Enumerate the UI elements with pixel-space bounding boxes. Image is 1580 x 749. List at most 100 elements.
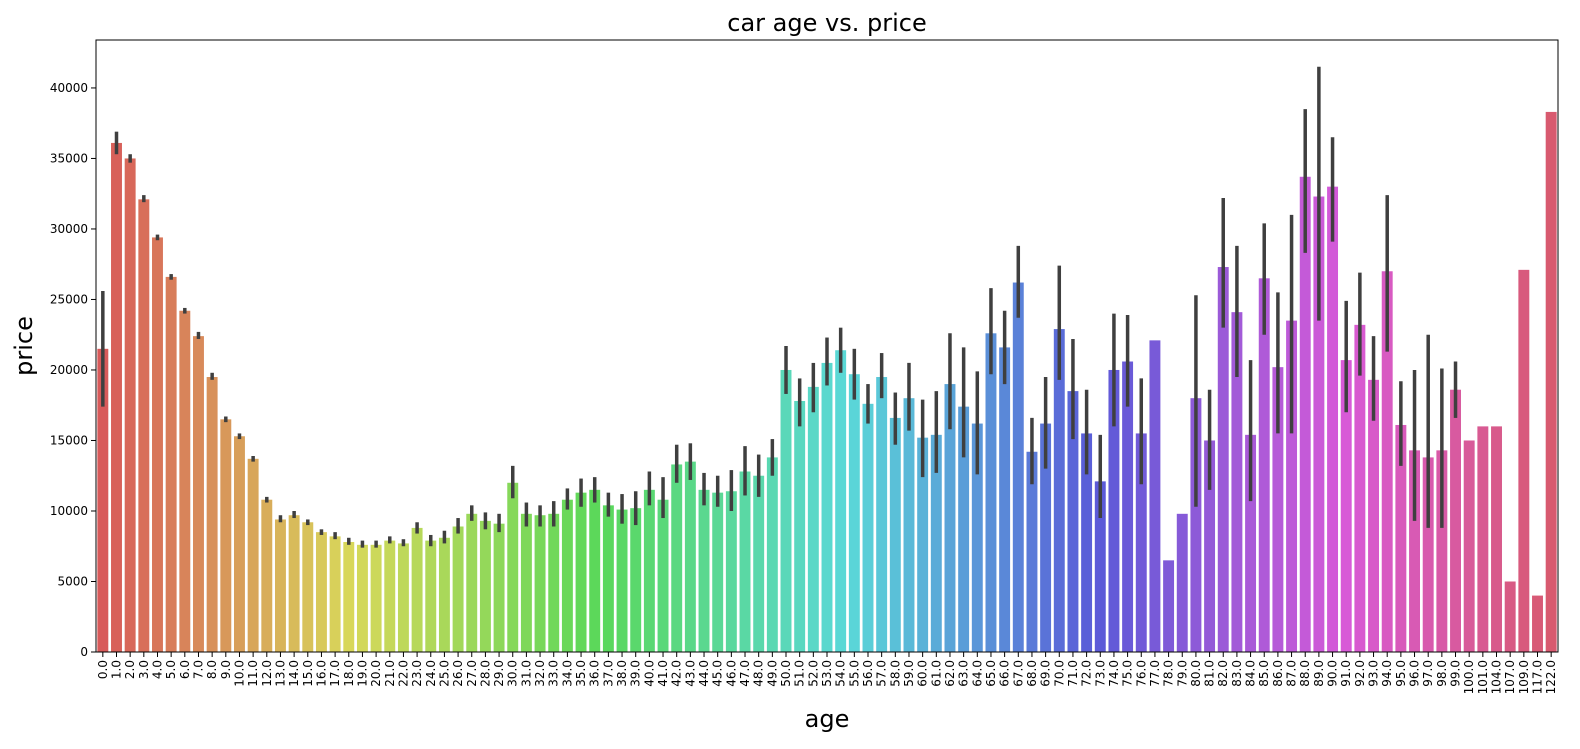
x-tick-label: 22.0	[396, 660, 410, 687]
x-tick-label: 17.0	[328, 660, 342, 687]
bar-36.0	[589, 489, 601, 652]
bar-38.0	[616, 509, 628, 652]
x-tick-label: 104.0	[1490, 660, 1504, 694]
bar-107.0	[1504, 581, 1516, 652]
x-tick-label: 35.0	[574, 660, 588, 687]
bar-76.0	[1135, 433, 1147, 652]
x-tick-label: 74.0	[1107, 660, 1121, 687]
bar-47.0	[739, 471, 751, 652]
x-tick-label: 64.0	[970, 660, 984, 687]
x-tick-label: 92.0	[1353, 660, 1367, 687]
x-tick-label: 26.0	[451, 660, 465, 687]
bar-7.0	[193, 336, 204, 652]
bar-75.0	[1122, 361, 1134, 652]
x-tick-label: 73.0	[1093, 660, 1107, 687]
bar-72.0	[1081, 433, 1093, 652]
bar-78.0	[1163, 560, 1175, 652]
x-tick-label: 78.0	[1162, 660, 1176, 687]
bar-100.0	[1463, 440, 1475, 652]
bar-31.0	[520, 513, 532, 652]
bar-42.0	[671, 464, 683, 652]
x-tick-label: 21.0	[383, 660, 397, 687]
bar-104.0	[1491, 426, 1502, 652]
x-tick-label: 1.0	[110, 660, 124, 679]
bar-88.0	[1299, 176, 1311, 652]
x-tick-label: 20.0	[369, 660, 383, 687]
bar-56.0	[862, 403, 874, 652]
bar-61.0	[930, 434, 942, 652]
x-tick-label: 12.0	[260, 660, 274, 687]
bar-9.0	[220, 419, 232, 652]
bar-98.0	[1436, 450, 1448, 652]
x-tick-label: 38.0	[615, 660, 629, 687]
x-tick-label: 68.0	[1025, 660, 1039, 687]
y-axis-title: price	[10, 316, 38, 376]
x-tick-label: 62.0	[943, 660, 957, 687]
x-tick-label: 28.0	[478, 660, 492, 687]
bar-11.0	[247, 458, 259, 652]
x-tick-label: 18.0	[342, 660, 356, 687]
bar-46.0	[725, 491, 737, 652]
bar-18.0	[343, 542, 355, 652]
bar-87.0	[1286, 320, 1298, 652]
bar-34.0	[561, 499, 573, 652]
x-tick-label: 76.0	[1134, 660, 1148, 687]
bar-94.0	[1381, 271, 1393, 652]
bar-89.0	[1313, 196, 1325, 652]
x-tick-label: 47.0	[738, 660, 752, 687]
bar-27.0	[466, 513, 478, 652]
x-tick-label: 46.0	[724, 660, 738, 687]
x-tick-label: 66.0	[998, 660, 1012, 687]
bar-90.0	[1327, 186, 1339, 652]
bar-16.0	[315, 532, 327, 652]
bar-21.0	[384, 540, 396, 652]
bar-66.0	[999, 347, 1011, 652]
bar-32.0	[534, 515, 546, 652]
x-tick-label: 122.0	[1544, 660, 1558, 694]
x-tick-label: 109.0	[1517, 660, 1531, 694]
x-tick-label: 65.0	[984, 660, 998, 687]
x-tick-label: 45.0	[711, 660, 725, 687]
x-tick-label: 60.0	[916, 660, 930, 687]
bar-4.0	[152, 237, 163, 653]
x-tick-label: 16.0	[314, 660, 328, 687]
x-tick-label: 14.0	[287, 660, 301, 687]
bar-2.0	[124, 158, 136, 652]
bar-24.0	[425, 540, 437, 652]
x-tick-label: 19.0	[355, 660, 369, 687]
x-tick-label: 33.0	[547, 660, 561, 687]
x-tick-label: 4.0	[150, 660, 164, 679]
bar-101.0	[1477, 426, 1489, 652]
bar-40.0	[643, 489, 655, 652]
bar-122.0	[1545, 111, 1557, 653]
bar-39.0	[630, 508, 642, 652]
bar-59.0	[903, 398, 915, 652]
y-tick-label: 35000	[50, 151, 88, 165]
x-tick-label: 90.0	[1326, 660, 1340, 687]
x-axis-title: age	[805, 705, 850, 733]
bar-29.0	[493, 523, 505, 652]
x-tick-label: 40.0	[642, 660, 656, 687]
x-tick-label: 13.0	[273, 660, 287, 687]
x-tick-label: 9.0	[219, 660, 233, 679]
x-tick-label: 87.0	[1285, 660, 1299, 687]
y-axis: 0 5000 10000 15000 20000 25000 30000 35000 40000	[50, 81, 96, 659]
bar-45.0	[712, 492, 724, 652]
bar-99.0	[1450, 389, 1461, 652]
bar-81.0	[1204, 440, 1216, 652]
x-tick-label: 5.0	[164, 660, 178, 679]
y-tick-label: 10000	[50, 504, 88, 518]
bar-77.0	[1149, 340, 1161, 652]
y-tick-label: 20000	[50, 363, 88, 377]
bar-69.0	[1040, 423, 1052, 652]
bar-12.0	[261, 499, 273, 652]
bar-20.0	[370, 544, 382, 652]
bar-28.0	[479, 520, 491, 652]
bar-79.0	[1176, 513, 1188, 652]
x-tick-label: 23.0	[410, 660, 424, 687]
x-tick-label: 97.0	[1421, 660, 1435, 687]
x-tick-label: 25.0	[437, 660, 451, 687]
bar-74.0	[1108, 369, 1120, 652]
bar-92.0	[1354, 324, 1366, 652]
x-tick-label: 27.0	[465, 660, 479, 687]
